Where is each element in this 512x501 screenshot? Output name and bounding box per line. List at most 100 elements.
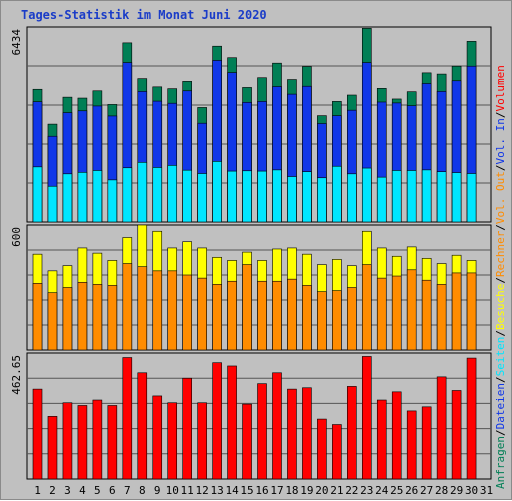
x-tick-label-8: 8: [139, 484, 146, 497]
bar-volumen-day-2: [47, 416, 58, 480]
x-tick-label-21: 21: [330, 484, 343, 497]
bar-rechner-day-20: [317, 291, 327, 351]
legend-entry: /: [494, 376, 507, 383]
bar-seiten-day-5: [92, 170, 103, 223]
legend-entry: Seiten: [494, 337, 507, 377]
bar-volumen-day-23: [361, 356, 372, 480]
bar-volumen-day-4: [77, 405, 88, 480]
bar-volumen-day-11: [182, 377, 192, 480]
x-tick-label-30: 30: [465, 484, 478, 497]
bar-seiten-day-23: [361, 167, 372, 223]
x-tick-label-12: 12: [196, 484, 209, 497]
bar-seiten-day-11: [182, 169, 192, 223]
bar-volumen-day-18: [287, 388, 297, 480]
bar-seiten-day-2: [47, 185, 58, 223]
x-tick-label-2: 2: [49, 484, 56, 497]
x-tick-label-24: 24: [375, 484, 389, 497]
legend-entry: /: [494, 164, 507, 171]
bar-rechner-day-22: [347, 287, 357, 351]
x-tick-label-25: 25: [390, 484, 403, 497]
bar-rechner-day-7: [122, 263, 133, 351]
series-seiten: [32, 161, 477, 223]
x-tick-label-31: 31: [480, 484, 493, 497]
panel-visits: 600: [10, 224, 492, 351]
x-tick-label-20: 20: [315, 484, 328, 497]
bar-volumen-day-1: [32, 388, 43, 480]
bar-rechner-day-5: [92, 284, 103, 351]
bar-volumen-day-3: [62, 402, 73, 480]
chart-title: Tages-Statistik im Monat Juni 2020: [21, 8, 267, 22]
bar-seiten-day-21: [332, 165, 342, 223]
legend-entry: Volumen: [494, 65, 507, 111]
bar-seiten-day-8: [137, 161, 148, 223]
bar-seiten-day-20: [317, 177, 327, 223]
bar-seiten-day-12: [197, 173, 207, 223]
legend-entry: Rechner: [494, 230, 507, 277]
bar-seiten-day-24: [376, 176, 387, 223]
bar-rechner-day-23: [361, 264, 372, 351]
bar-volumen-day-12: [197, 402, 207, 480]
series-volumen: [32, 356, 477, 480]
x-tick-label-7: 7: [124, 484, 131, 497]
bar-rechner-day-16: [257, 280, 267, 351]
bar-rechner-day-3: [62, 287, 73, 351]
bar-rechner-day-24: [376, 277, 387, 351]
bar-seiten-day-26: [406, 170, 417, 223]
x-tick-label-6: 6: [109, 484, 116, 497]
bar-seiten-day-13: [212, 161, 222, 223]
x-tick-label-10: 10: [166, 484, 179, 497]
bar-seiten-day-1: [32, 166, 43, 223]
bar-seiten-day-9: [152, 167, 163, 223]
bar-volumen-day-16: [257, 383, 267, 480]
x-tick-label-15: 15: [240, 484, 253, 497]
legend-entry: /: [494, 429, 507, 436]
x-tick-label-4: 4: [79, 484, 86, 497]
x-tick-label-1: 1: [34, 484, 41, 497]
bar-rechner-day-30: [466, 272, 477, 351]
x-tick-label-19: 19: [300, 484, 313, 497]
bar-rechner-day-9: [152, 270, 163, 351]
bar-rechner-day-26: [406, 269, 417, 351]
bar-rechner-day-11: [182, 274, 192, 351]
bar-rechner-day-19: [302, 285, 312, 351]
legend-entry: Vol. Out: [494, 171, 507, 224]
x-tick-label-14: 14: [225, 484, 239, 497]
y-max-label: 600: [10, 227, 23, 247]
legend-entry: Dateien: [494, 383, 507, 429]
bar-rechner-day-27: [421, 279, 432, 351]
bar-rechner-day-28: [436, 284, 447, 351]
x-tick-label-28: 28: [435, 484, 448, 497]
x-tick-label-9: 9: [154, 484, 161, 497]
legend-entry: Vol. In: [494, 118, 507, 164]
bar-rechner-day-12: [197, 277, 207, 351]
bar-volumen-day-22: [347, 386, 357, 480]
x-tick-label-16: 16: [255, 484, 268, 497]
bar-seiten-day-4: [77, 171, 88, 223]
bar-seiten-day-22: [347, 173, 357, 223]
y-max-label: 462.65: [10, 355, 23, 395]
bar-volumen-day-24: [376, 399, 387, 480]
legend-entry: Anfragen: [494, 436, 507, 489]
bar-volumen-day-19: [302, 387, 312, 480]
bar-volumen-day-29: [451, 390, 462, 480]
bar-seiten-day-28: [436, 171, 447, 223]
legend-entry: /: [494, 277, 507, 284]
bar-volumen-day-17: [272, 372, 282, 480]
bar-seiten-day-17: [272, 169, 282, 223]
x-tick-label-27: 27: [420, 484, 433, 497]
bar-seiten-day-19: [302, 171, 312, 223]
x-tick-label-13: 13: [210, 484, 223, 497]
panel-volume: 462.65: [10, 352, 492, 480]
bar-volumen-day-15: [242, 403, 252, 480]
bar-volumen-day-13: [212, 362, 222, 480]
x-tick-label-23: 23: [360, 484, 373, 497]
vertical-legend-text: Anfragen/Dateien/Seiten/Besuche/Rechner/…: [494, 65, 507, 489]
bar-volumen-day-10: [167, 402, 178, 480]
bar-rechner-day-2: [47, 292, 58, 351]
bar-volumen-day-28: [436, 376, 447, 480]
bar-seiten-day-7: [122, 167, 133, 223]
x-tick-label-26: 26: [405, 484, 418, 497]
bar-seiten-day-16: [257, 170, 267, 223]
bar-rechner-day-4: [77, 281, 88, 351]
